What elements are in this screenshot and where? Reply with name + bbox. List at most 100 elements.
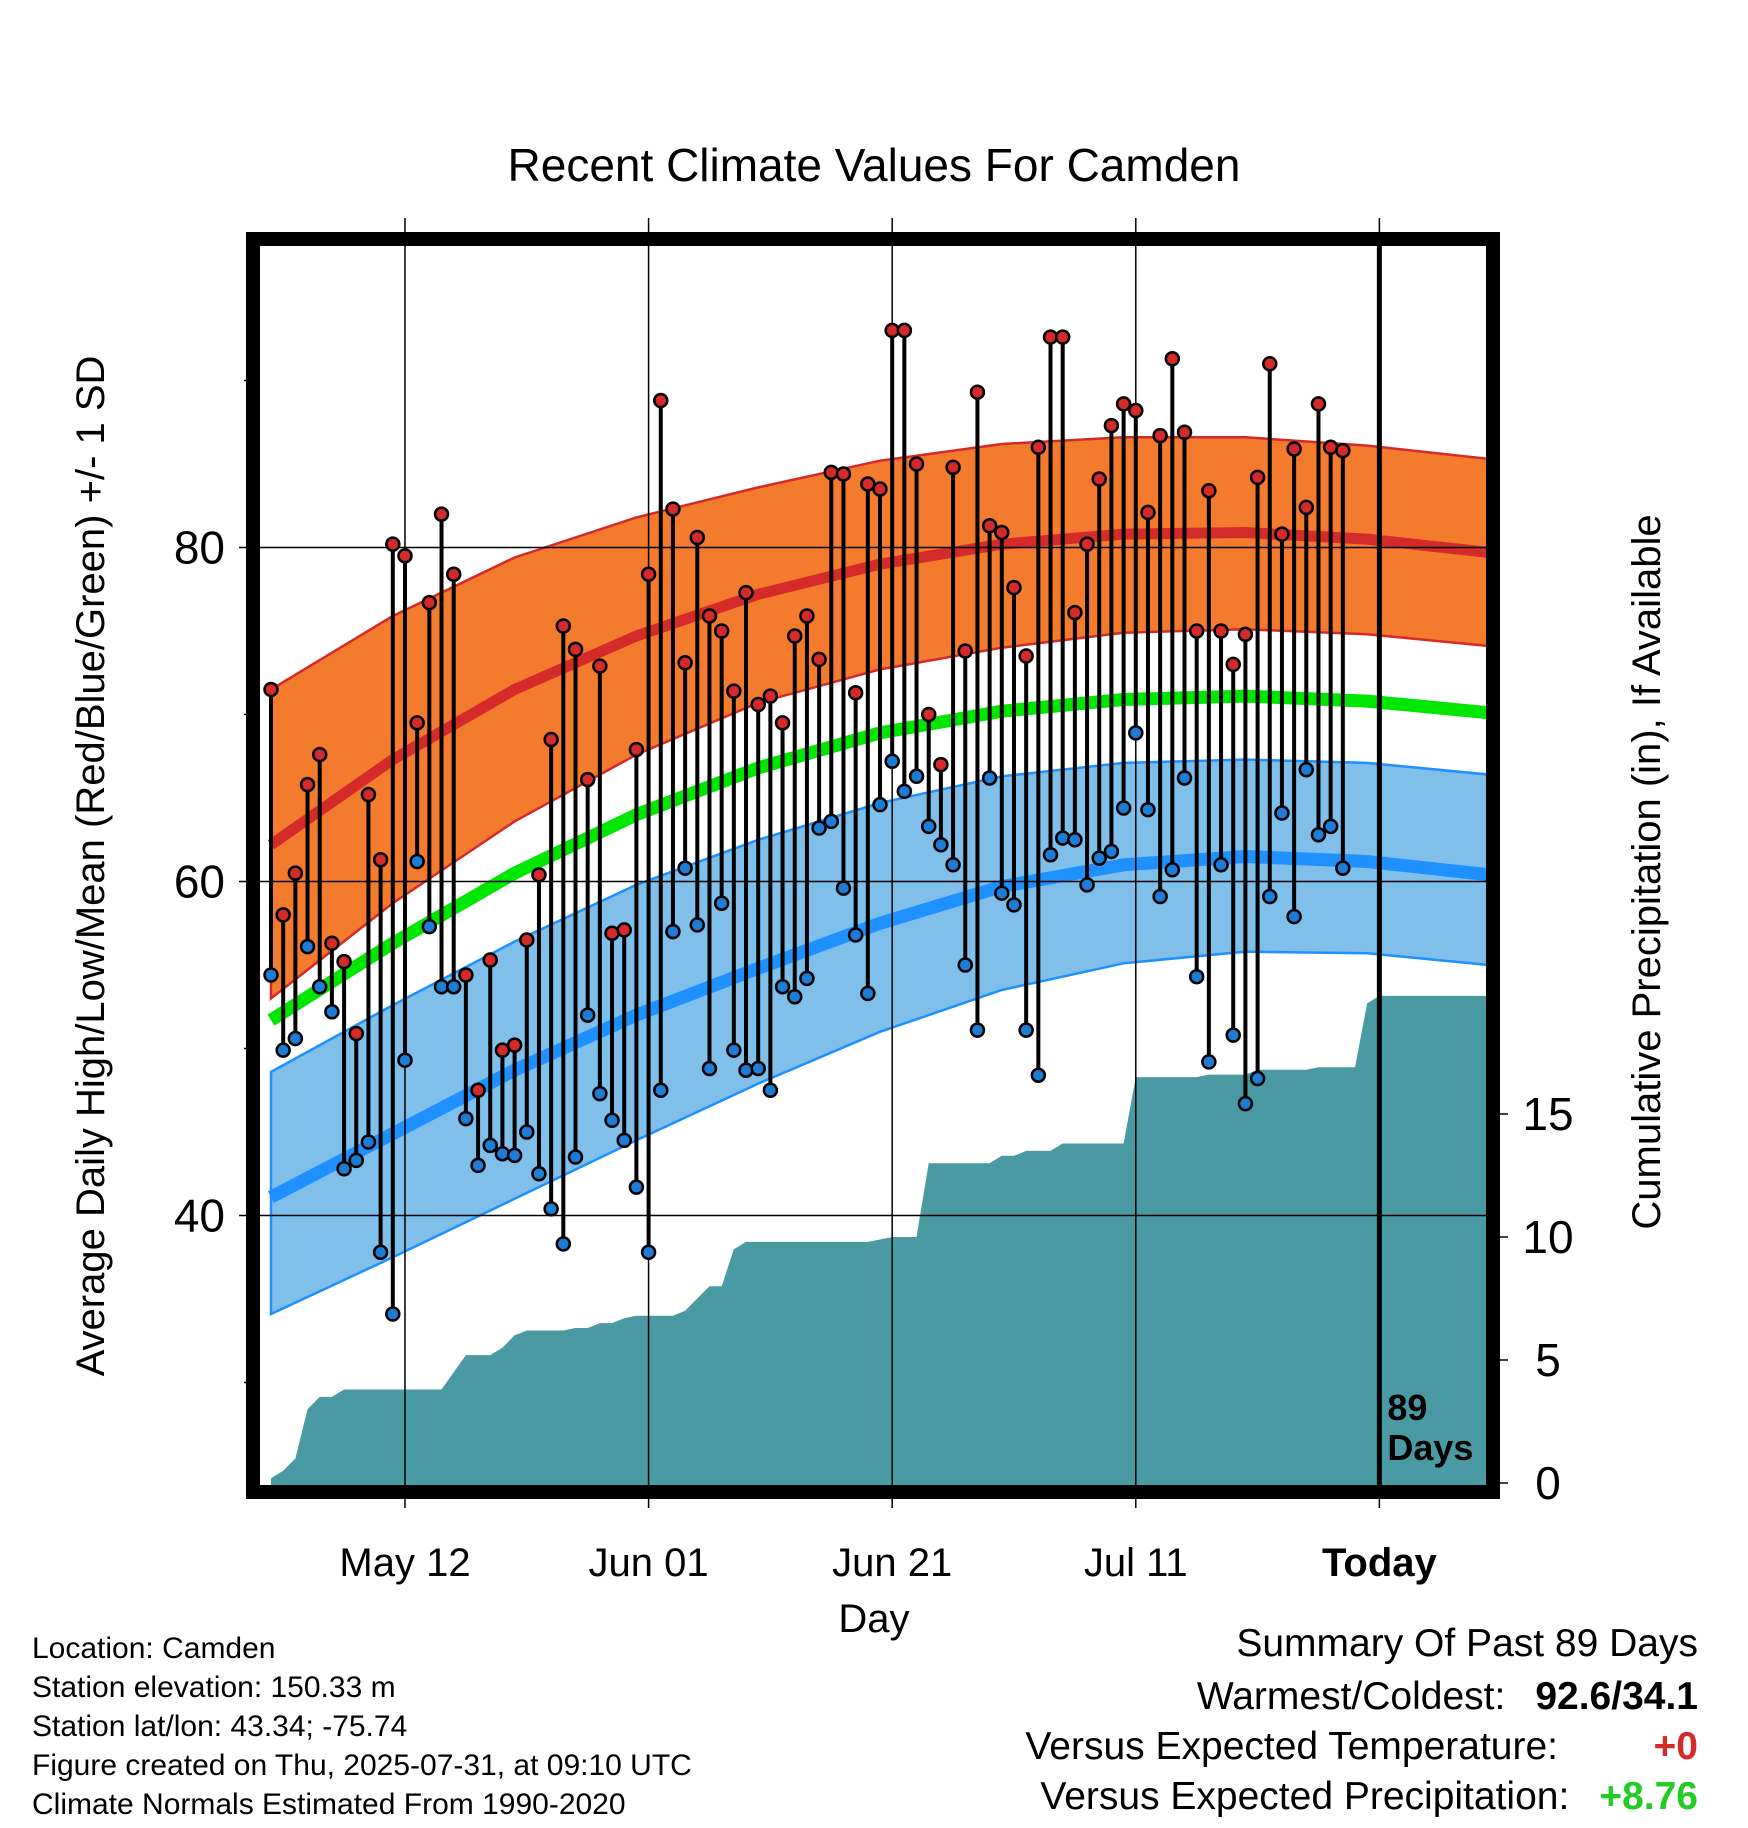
high-point-55: [933, 756, 949, 773]
high-point-73: [1152, 427, 1168, 444]
plot-border: [246, 232, 1500, 1499]
low-point-0: [263, 967, 279, 983]
low-point-84: [1286, 908, 1302, 925]
high-point-58: [969, 384, 986, 400]
low-point-76: [1188, 968, 1205, 985]
summary-temp-label: Versus Expected Temperature:: [1025, 1725, 1558, 1768]
low-point-64: [1042, 847, 1059, 863]
y2-tick-label-15: 15: [1522, 1088, 1573, 1140]
low-point-16: [458, 1110, 474, 1127]
low-point-60: [994, 885, 1010, 901]
low-point-81: [1249, 1070, 1266, 1087]
low-point-41: [762, 1082, 779, 1098]
low-point-20: [506, 1147, 523, 1164]
low-point-45: [811, 820, 827, 836]
low-point-62: [1018, 1022, 1034, 1038]
low-point-9: [372, 1244, 389, 1260]
high-point-48: [847, 685, 864, 701]
high-point-62: [1018, 648, 1034, 664]
high-point-29: [616, 922, 632, 938]
footer-created: Figure created on Thu, 2025-07-31, at 09…: [32, 1749, 692, 1782]
today-marker-unit: Days: [1387, 1427, 1473, 1468]
low-point-29: [616, 1132, 632, 1149]
chart-title: Recent Climate Values For Camden: [507, 139, 1241, 191]
summary-warmest-coldest-value: 92.6/34.1: [1535, 1675, 1698, 1718]
high-normal-band: [269, 436, 1486, 1001]
high-point-85: [1298, 499, 1315, 516]
low-point-13: [421, 918, 438, 935]
low-point-44: [799, 970, 815, 987]
low-point-80: [1237, 1095, 1254, 1112]
low-point-46: [823, 813, 840, 830]
low-point-39: [738, 1062, 754, 1078]
high-point-65: [1054, 329, 1071, 345]
high-point-26: [579, 771, 596, 788]
y2-tick-label-0: 0: [1535, 1457, 1561, 1509]
low-point-56: [945, 857, 961, 873]
low-point-55: [933, 837, 949, 853]
high-point-78: [1213, 623, 1229, 639]
daily-points: [263, 322, 1351, 1322]
high-point-40: [750, 696, 766, 713]
high-point-50: [872, 481, 888, 497]
low-point-8: [360, 1134, 377, 1150]
footer-normals: Climate Normals Estimated From 1990-2020: [32, 1788, 626, 1821]
high-point-1: [275, 907, 291, 923]
high-point-86: [1310, 396, 1327, 412]
low-point-86: [1310, 826, 1327, 843]
high-point-2: [287, 865, 304, 881]
summary-warmest-coldest-label: Warmest/Coldest:: [1196, 1675, 1506, 1718]
x-tick-label-2: Jun 21: [832, 1541, 952, 1585]
high-point-54: [920, 706, 937, 723]
y-tick-label-60: 60: [174, 856, 225, 908]
high-point-37: [713, 623, 730, 639]
high-point-56: [945, 459, 961, 476]
high-point-17: [470, 1082, 486, 1098]
low-point-10: [385, 1306, 401, 1322]
low-point-32: [653, 1082, 669, 1098]
x-tick-label-4: Today: [1322, 1541, 1438, 1585]
y-tick-label-80: 80: [174, 522, 225, 574]
low-point-34: [677, 860, 693, 876]
low-point-23: [543, 1201, 559, 1217]
x-tick-label-0: May 12: [339, 1541, 470, 1585]
high-point-53: [908, 456, 925, 472]
low-point-57: [957, 957, 974, 973]
low-point-35: [689, 917, 706, 933]
low-point-87: [1322, 818, 1339, 835]
high-point-79: [1225, 656, 1241, 673]
low-point-52: [896, 783, 913, 800]
high-point-76: [1188, 623, 1205, 639]
high-point-52: [896, 322, 913, 339]
low-point-73: [1152, 888, 1168, 905]
low-point-50: [872, 796, 888, 813]
low-point-85: [1298, 761, 1315, 778]
low-point-51: [884, 753, 900, 770]
y-tick-label-40: 40: [174, 1190, 225, 1242]
low-point-43: [786, 988, 803, 1005]
low-point-53: [908, 768, 925, 785]
low-point-42: [774, 978, 791, 995]
high-point-67: [1079, 536, 1095, 552]
low-normal-band: [269, 758, 1486, 1316]
high-point-63: [1030, 439, 1047, 456]
low-point-21: [519, 1124, 535, 1140]
low-point-65: [1054, 830, 1071, 846]
low-point-61: [1006, 897, 1022, 913]
low-point-25: [567, 1149, 584, 1165]
today-marker-count: 89: [1387, 1387, 1427, 1428]
high-point-13: [421, 594, 438, 611]
high-point-84: [1286, 441, 1302, 457]
high-point-60: [994, 524, 1010, 541]
high-point-69: [1103, 417, 1120, 434]
high-point-32: [653, 392, 669, 409]
high-point-3: [299, 776, 316, 793]
high-point-9: [372, 852, 389, 868]
high-point-83: [1274, 526, 1290, 542]
low-point-54: [920, 818, 937, 835]
high-point-21: [519, 932, 535, 948]
low-point-1: [275, 1042, 291, 1058]
low-point-22: [531, 1166, 547, 1182]
low-point-30: [628, 1179, 645, 1195]
